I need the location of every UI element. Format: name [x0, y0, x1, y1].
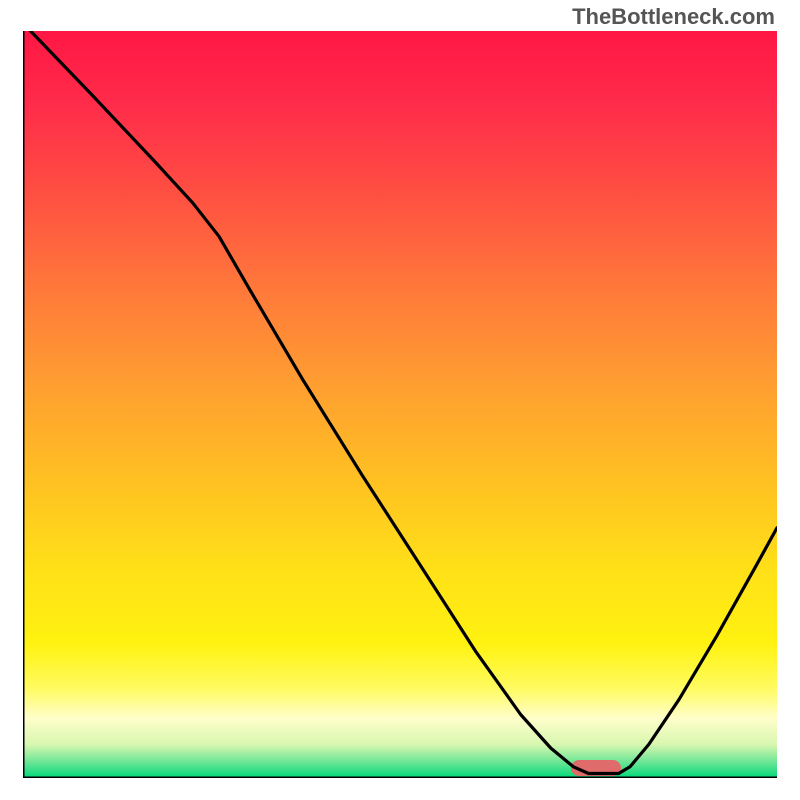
- watermark-text: TheBottleneck.com: [572, 4, 775, 30]
- chart-plot-area: [23, 31, 777, 778]
- chart-axes: [23, 31, 777, 778]
